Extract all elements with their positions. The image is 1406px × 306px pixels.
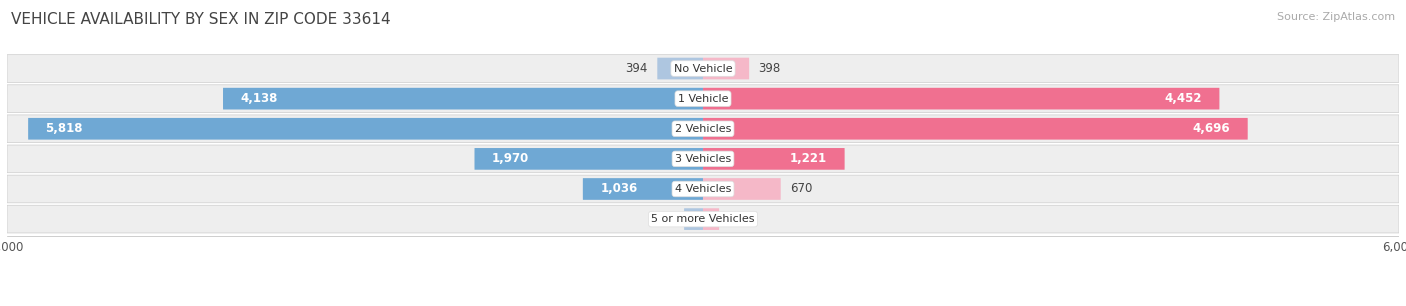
Text: Source: ZipAtlas.com: Source: ZipAtlas.com [1277,12,1395,22]
Text: 1,221: 1,221 [790,152,827,165]
FancyBboxPatch shape [703,208,718,230]
Text: 3 Vehicles: 3 Vehicles [675,154,731,164]
FancyBboxPatch shape [224,88,703,110]
FancyBboxPatch shape [583,178,703,200]
Text: 4,452: 4,452 [1164,92,1202,105]
Text: 1,970: 1,970 [492,152,529,165]
Text: 139: 139 [728,213,751,226]
Text: 670: 670 [790,182,813,196]
Text: 5 or more Vehicles: 5 or more Vehicles [651,214,755,224]
FancyBboxPatch shape [7,175,1399,203]
FancyBboxPatch shape [703,88,1219,110]
FancyBboxPatch shape [7,205,1399,233]
FancyBboxPatch shape [685,208,703,230]
FancyBboxPatch shape [28,118,703,140]
Text: No Vehicle: No Vehicle [673,64,733,73]
FancyBboxPatch shape [7,115,1399,143]
FancyBboxPatch shape [657,58,703,79]
Text: 1,036: 1,036 [600,182,637,196]
Text: 4,696: 4,696 [1192,122,1230,135]
Text: VEHICLE AVAILABILITY BY SEX IN ZIP CODE 33614: VEHICLE AVAILABILITY BY SEX IN ZIP CODE … [11,12,391,27]
Text: 4,138: 4,138 [240,92,278,105]
FancyBboxPatch shape [703,148,845,170]
FancyBboxPatch shape [7,85,1399,113]
FancyBboxPatch shape [703,118,1247,140]
Text: 1 Vehicle: 1 Vehicle [678,94,728,104]
FancyBboxPatch shape [474,148,703,170]
Text: 5,818: 5,818 [45,122,83,135]
FancyBboxPatch shape [7,55,1399,82]
FancyBboxPatch shape [703,178,780,200]
FancyBboxPatch shape [7,145,1399,173]
FancyBboxPatch shape [703,58,749,79]
Text: 398: 398 [758,62,780,75]
Text: 2 Vehicles: 2 Vehicles [675,124,731,134]
Text: 163: 163 [652,213,675,226]
Text: 4 Vehicles: 4 Vehicles [675,184,731,194]
Text: 394: 394 [626,62,648,75]
